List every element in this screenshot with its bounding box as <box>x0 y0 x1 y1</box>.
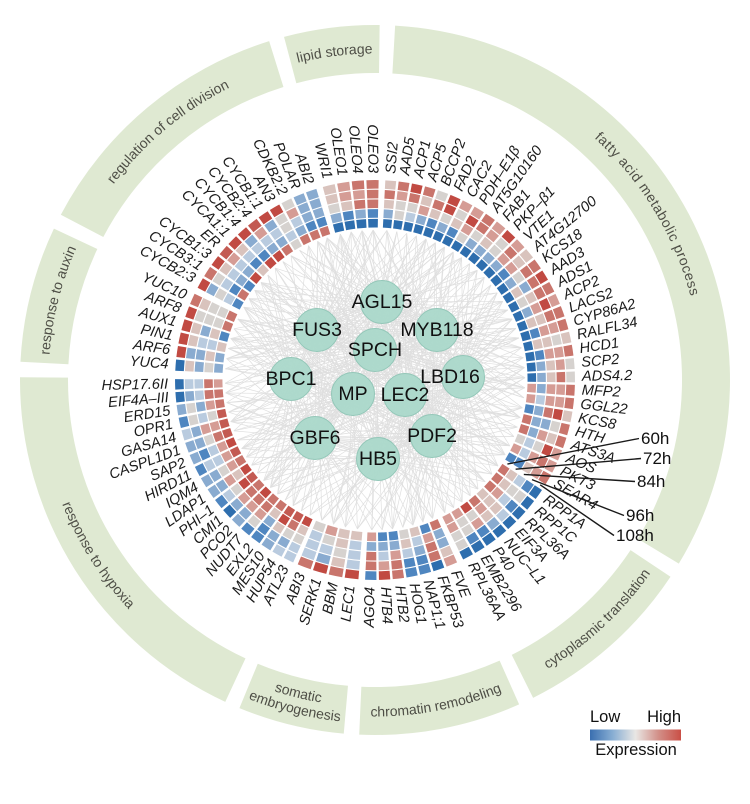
svg-text:AGO4: AGO4 <box>362 587 379 629</box>
svg-text:96h: 96h <box>626 506 654 525</box>
svg-text:KCS8: KCS8 <box>577 410 618 433</box>
svg-text:OLEO3: OLEO3 <box>364 124 381 173</box>
svg-text:EIF4A–III: EIF4A–III <box>107 390 169 411</box>
svg-text:SPCH: SPCH <box>348 339 402 361</box>
svg-text:SCP2: SCP2 <box>581 352 620 371</box>
svg-text:84h: 84h <box>637 472 665 491</box>
svg-text:HB5: HB5 <box>359 448 397 470</box>
svg-text:HTB4: HTB4 <box>377 586 395 624</box>
svg-text:108h: 108h <box>616 526 654 545</box>
svg-text:BBM: BBM <box>320 581 342 616</box>
svg-text:HTB2: HTB2 <box>391 585 411 624</box>
svg-text:72h: 72h <box>643 449 671 468</box>
svg-text:GGL22: GGL22 <box>580 397 629 418</box>
svg-text:FUS3: FUS3 <box>292 319 342 341</box>
svg-text:LBD16: LBD16 <box>420 366 480 388</box>
svg-text:AAD5: AAD5 <box>397 135 419 177</box>
svg-text:SSI2: SSI2 <box>383 141 401 174</box>
svg-text:HSP17.6II: HSP17.6II <box>101 377 168 394</box>
svg-text:LEC2: LEC2 <box>381 384 430 406</box>
svg-text:OLEO4: OLEO4 <box>345 125 365 175</box>
svg-text:ADS4.2: ADS4.2 <box>581 368 633 385</box>
svg-text:GBF6: GBF6 <box>290 427 341 449</box>
svg-text:HCD1: HCD1 <box>578 335 620 357</box>
svg-text:Expression: Expression <box>595 741 677 759</box>
svg-text:Low: Low <box>590 708 620 726</box>
svg-text:MYB118: MYB118 <box>400 319 473 341</box>
svg-text:OLEO1: OLEO1 <box>326 126 350 177</box>
svg-text:HOG1: HOG1 <box>406 582 429 626</box>
svg-text:High: High <box>647 708 681 726</box>
svg-text:ERD15: ERD15 <box>123 403 173 426</box>
svg-text:YUC4: YUC4 <box>129 354 169 373</box>
svg-text:MFP2: MFP2 <box>581 383 621 401</box>
svg-text:AGL15: AGL15 <box>352 291 413 313</box>
svg-text:PDF2: PDF2 <box>407 425 457 447</box>
svg-text:ARF6: ARF6 <box>131 337 172 358</box>
svg-text:MP: MP <box>338 383 367 405</box>
svg-text:60h: 60h <box>641 429 669 448</box>
svg-text:PIN1: PIN1 <box>139 322 174 344</box>
svg-text:LEC1: LEC1 <box>338 585 358 623</box>
svg-text:BPC1: BPC1 <box>266 368 317 390</box>
svg-text:HTH: HTH <box>573 424 606 447</box>
